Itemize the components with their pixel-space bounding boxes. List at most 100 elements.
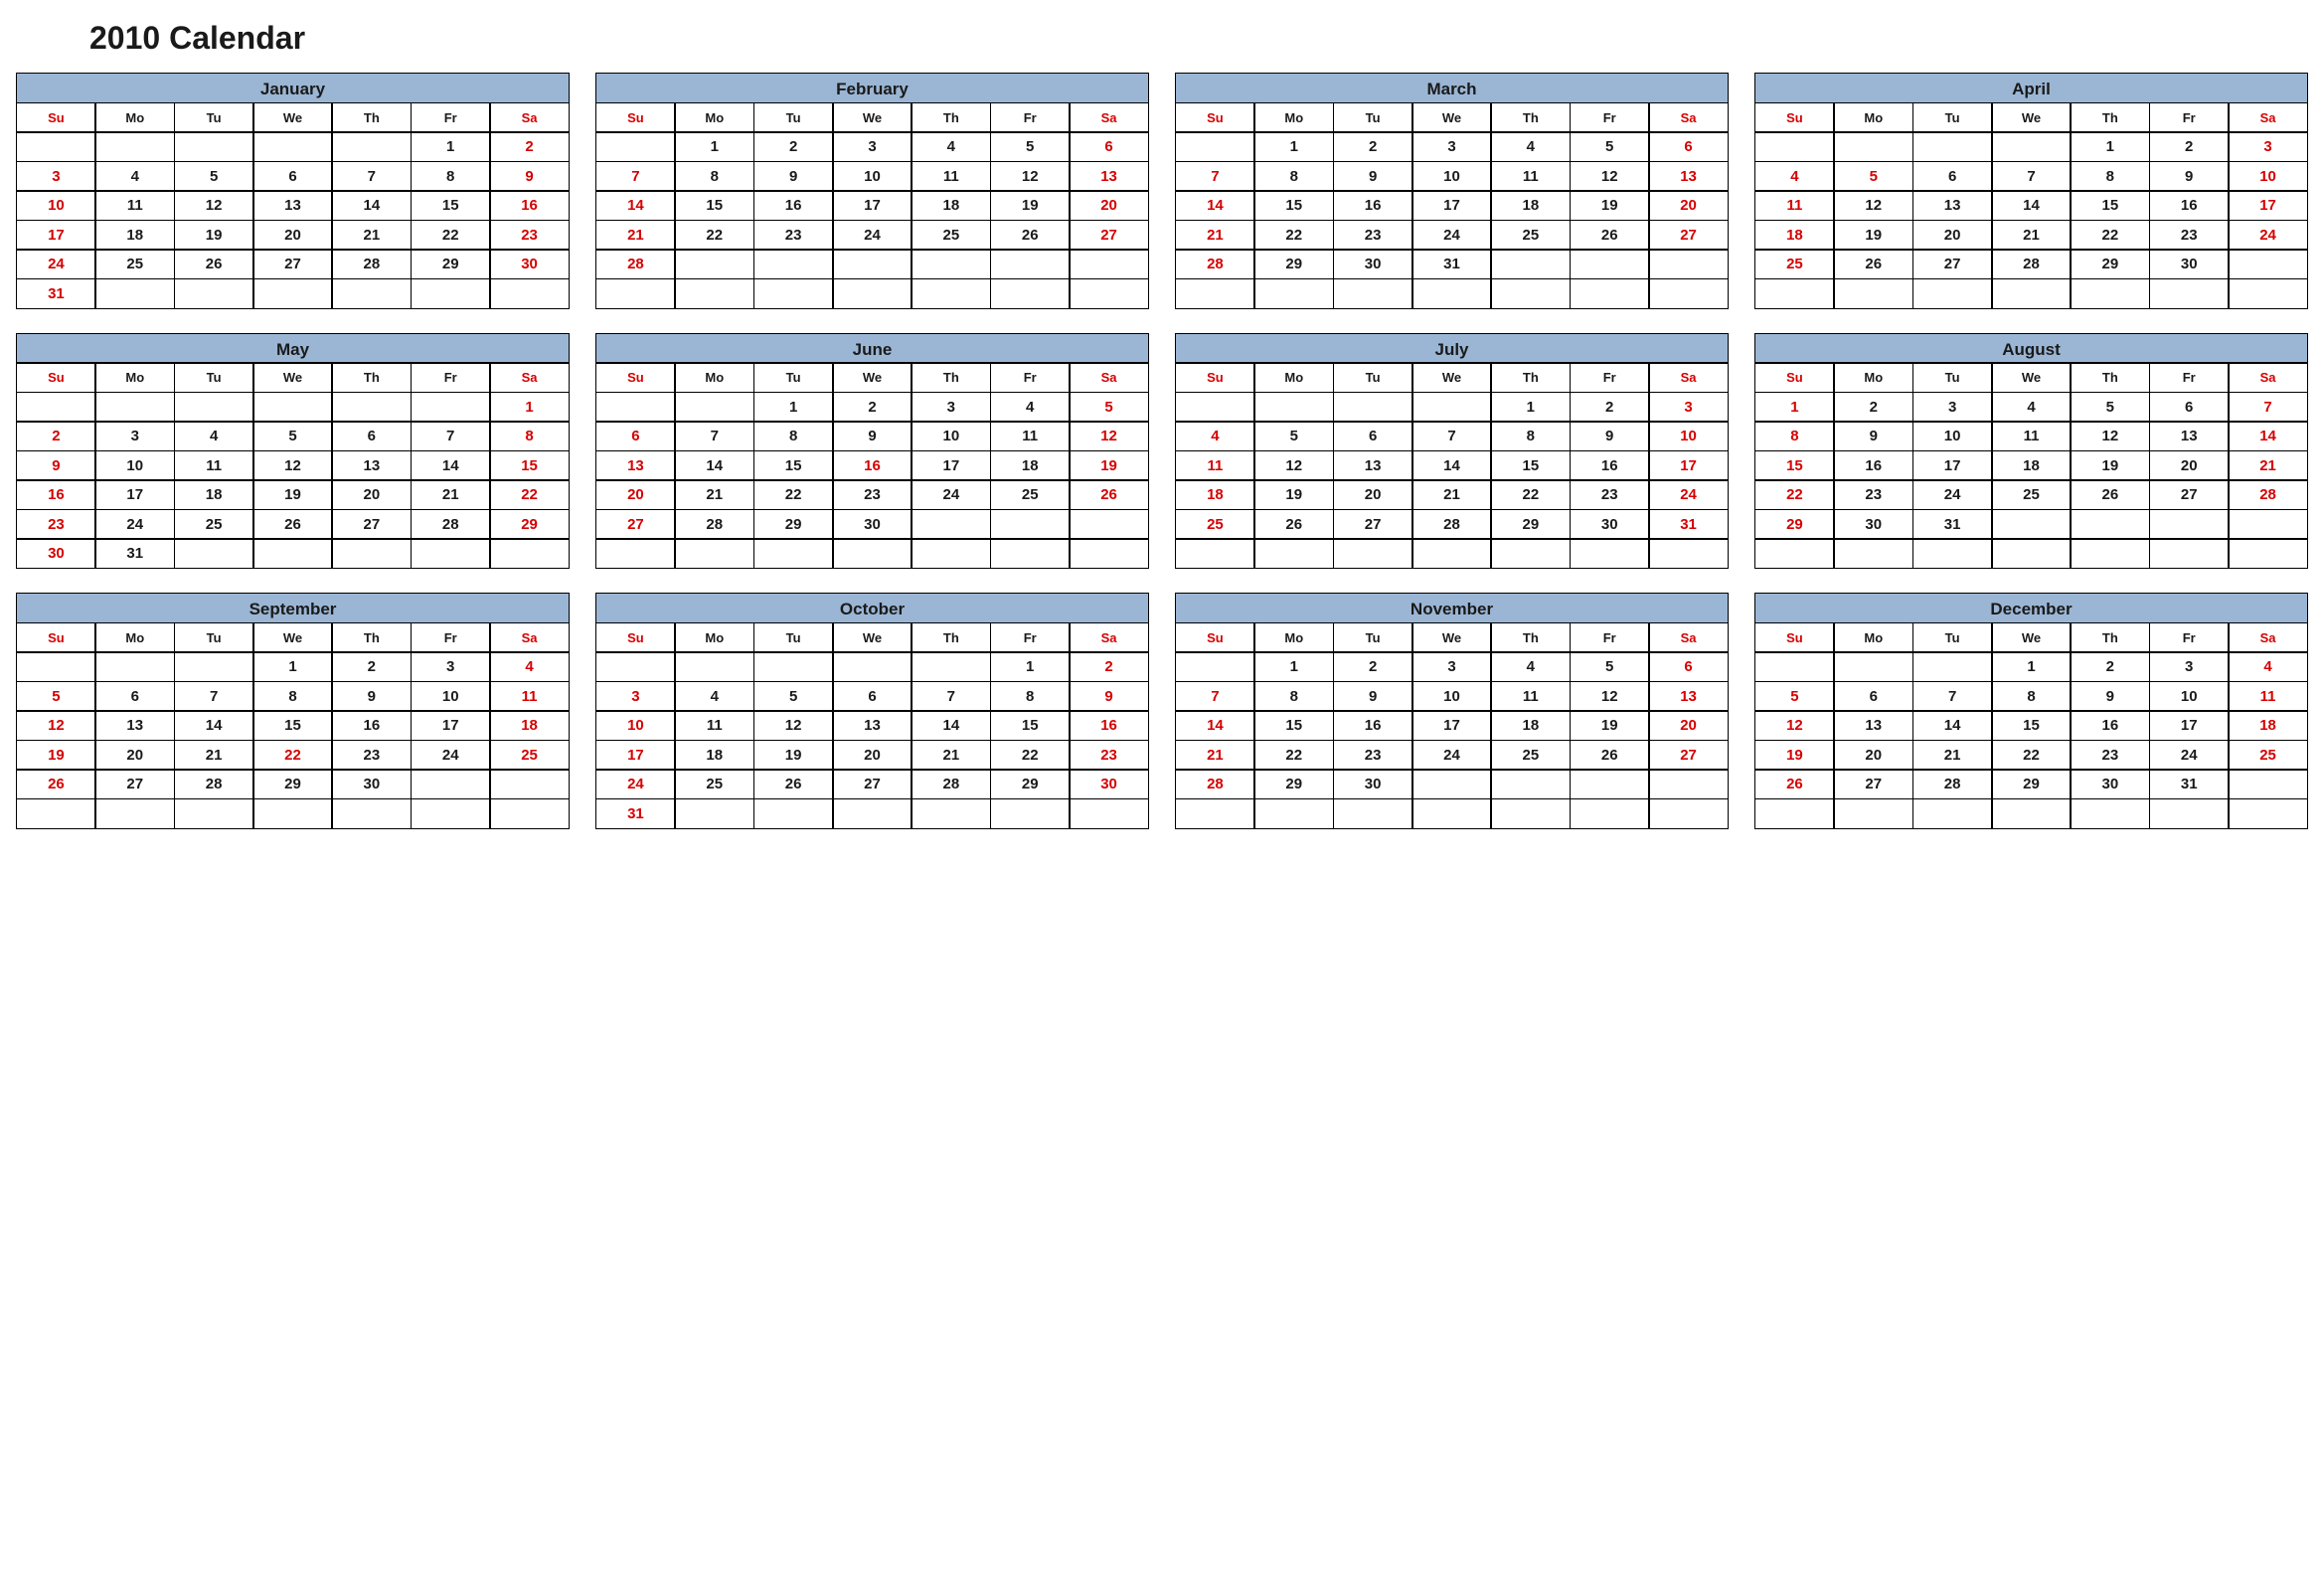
month-header: December	[1754, 593, 2308, 623]
day-cell: 1	[1253, 651, 1334, 682]
day-cell: 5	[1253, 421, 1334, 451]
month-header: October	[595, 593, 1149, 623]
day-cell: 23	[753, 220, 834, 251]
day-cell: 11	[911, 161, 991, 192]
day-cell: 2	[753, 131, 834, 162]
day-cell: 28	[1175, 769, 1255, 799]
day-cell: 3	[1648, 392, 1729, 423]
day-header-th: Th	[1490, 102, 1571, 133]
day-cell	[753, 538, 834, 569]
day-cell	[1912, 538, 1993, 569]
week-row	[1756, 279, 2309, 309]
day-header-mo: Mo	[1253, 622, 1334, 653]
day-cell: 16	[1833, 450, 1913, 481]
day-cell	[832, 651, 913, 682]
day-cell: 8	[753, 421, 834, 451]
day-cell: 6	[94, 681, 175, 712]
day-header-su: Su	[1754, 362, 1835, 393]
day-cell: 23	[1570, 479, 1650, 510]
day-cell	[16, 392, 96, 423]
day-cell: 28	[1912, 769, 1993, 799]
day-cell: 6	[1912, 161, 1993, 192]
day-cell: 27	[1912, 249, 1993, 279]
day-cell	[595, 278, 676, 309]
day-cell	[911, 249, 991, 279]
day-cell	[2149, 798, 2230, 829]
day-cell: 20	[252, 220, 333, 251]
day-cell	[2228, 278, 2308, 309]
day-cell: 14	[595, 190, 676, 221]
day-header-su: Su	[1175, 362, 1255, 393]
day-cell: 26	[753, 769, 834, 799]
day-cell	[1754, 278, 1835, 309]
day-header-th: Th	[911, 102, 991, 133]
day-cell	[174, 392, 254, 423]
day-cell	[1570, 538, 1650, 569]
day-header-we: We	[252, 622, 333, 653]
day-cell: 24	[2228, 220, 2308, 251]
week-row: 14151617181920	[1177, 712, 1730, 742]
year-grid: JanuarySuMoTuWeThFrSa1234567891011121314…	[16, 73, 2308, 829]
day-cell: 8	[674, 161, 754, 192]
day-cell: 21	[411, 479, 491, 510]
day-cell	[2228, 798, 2308, 829]
day-cell: 28	[1175, 249, 1255, 279]
day-header-fr: Fr	[411, 362, 491, 393]
day-cell: 12	[174, 190, 254, 221]
day-cell	[16, 651, 96, 682]
day-cell: 5	[252, 421, 333, 451]
day-cell: 1	[1490, 392, 1571, 423]
day-header-sa: Sa	[2228, 102, 2308, 133]
day-header-tu: Tu	[174, 102, 254, 133]
week-row: 45678910	[1177, 423, 1730, 452]
day-cell	[94, 131, 175, 162]
day-cell: 16	[832, 450, 913, 481]
week-row: 1234567	[1756, 393, 2309, 423]
day-cell	[252, 798, 333, 829]
day-header-sa: Sa	[489, 102, 570, 133]
day-cell: 10	[94, 450, 175, 481]
day-cell: 20	[331, 479, 412, 510]
day-cell: 16	[489, 190, 570, 221]
day-header-we: We	[832, 362, 913, 393]
day-cell	[1333, 538, 1413, 569]
day-cell: 30	[1570, 509, 1650, 540]
day-cell: 23	[489, 220, 570, 251]
day-cell	[1490, 249, 1571, 279]
day-cell: 4	[674, 681, 754, 712]
day-cell: 1	[1991, 651, 2072, 682]
day-cell: 10	[1411, 161, 1492, 192]
day-cell: 17	[1912, 450, 1993, 481]
day-cell: 24	[911, 479, 991, 510]
day-cell: 17	[16, 220, 96, 251]
day-cell	[595, 651, 676, 682]
day-cell: 7	[331, 161, 412, 192]
day-cell: 18	[2228, 710, 2308, 741]
day-cell: 11	[1490, 161, 1571, 192]
day-cell	[1175, 278, 1255, 309]
day-cell: 4	[1991, 392, 2072, 423]
day-cell: 16	[1333, 710, 1413, 741]
week-row: 3031	[18, 540, 571, 570]
day-cell: 5	[1570, 131, 1650, 162]
day-header-sa: Sa	[489, 362, 570, 393]
day-cell: 24	[595, 769, 676, 799]
day-cell: 25	[1991, 479, 2072, 510]
day-cell	[2070, 278, 2150, 309]
day-cell	[1991, 798, 2072, 829]
day-header-th: Th	[911, 362, 991, 393]
day-cell: 4	[1175, 421, 1255, 451]
day-cell: 1	[489, 392, 570, 423]
day-cell: 21	[2228, 450, 2308, 481]
day-cell: 14	[674, 450, 754, 481]
day-cell	[1175, 392, 1255, 423]
day-header-row: SuMoTuWeThFrSa	[1756, 103, 2309, 133]
day-header-tu: Tu	[174, 622, 254, 653]
day-cell: 18	[94, 220, 175, 251]
day-header-fr: Fr	[990, 622, 1071, 653]
day-cell: 11	[990, 421, 1071, 451]
day-header-su: Su	[595, 362, 676, 393]
day-cell	[1754, 131, 1835, 162]
day-cell: 15	[1991, 710, 2072, 741]
day-cell	[1754, 538, 1835, 569]
